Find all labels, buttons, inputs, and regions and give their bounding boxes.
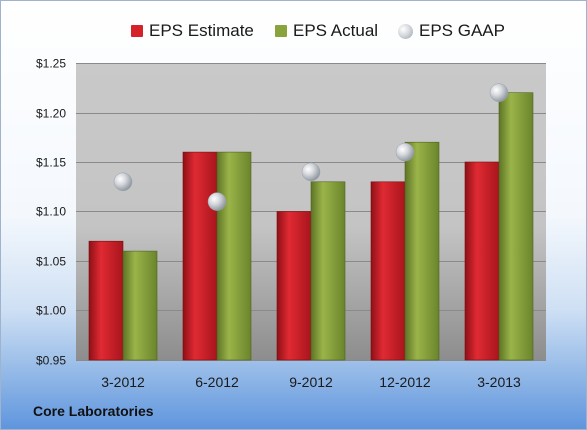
- bar-eps-estimate: [370, 181, 406, 361]
- x-tick-label: 12-2012: [379, 374, 431, 390]
- y-tick-label: $1.15: [36, 156, 66, 170]
- legend-swatch-actual: [275, 25, 287, 37]
- bar-eps-actual: [310, 181, 346, 361]
- marker-eps-gaap: [113, 172, 133, 192]
- marker-eps-gaap: [489, 83, 509, 102]
- legend-item-eps-estimate: EPS Estimate: [131, 19, 254, 43]
- legend-item-eps-gaap: EPS GAAP: [398, 19, 505, 43]
- legend-item-eps-actual: EPS Actual: [275, 19, 378, 43]
- bar-eps-estimate: [464, 161, 500, 361]
- legend-label-actual: EPS Actual: [293, 21, 379, 40]
- bar-layer: [88, 92, 534, 361]
- x-tick-label: 3-2012: [101, 374, 145, 390]
- bar-eps-estimate: [88, 240, 124, 361]
- bar-eps-estimate: [182, 151, 218, 361]
- x-tick-label: 9-2012: [289, 374, 333, 390]
- x-tick-label: 3-2013: [477, 374, 521, 390]
- y-tick-label: $1.05: [36, 255, 66, 269]
- y-tick-label: $1.10: [36, 205, 66, 219]
- bar-eps-estimate: [276, 211, 312, 361]
- y-tick-label: $0.95: [36, 354, 66, 368]
- bar-eps-actual: [404, 141, 440, 361]
- x-tick-label: 6-2012: [195, 374, 239, 390]
- marker-layer: [113, 83, 509, 211]
- legend-label-estimate: EPS Estimate: [149, 21, 254, 40]
- y-tick-label: $1.00: [36, 304, 66, 318]
- bar-eps-actual: [498, 92, 534, 361]
- marker-eps-gaap: [207, 192, 227, 211]
- y-tick-label: $1.20: [36, 107, 66, 121]
- x-axis-ticks: 3-2012 6-2012 9-2012 12-2012 3-2013: [101, 374, 521, 390]
- company-label: Core Laboratories: [33, 403, 154, 419]
- marker-eps-gaap: [301, 162, 321, 182]
- bar-eps-actual: [216, 151, 252, 361]
- legend-swatch-estimate: [131, 25, 143, 37]
- y-tick-label: $1.25: [36, 57, 66, 71]
- legend-label-gaap: EPS GAAP: [419, 21, 505, 40]
- marker-eps-gaap: [395, 142, 415, 162]
- legend-swatch-gaap: [398, 23, 413, 39]
- chart-legend: EPS Estimate EPS Actual EPS GAAP: [1, 19, 586, 43]
- bar-eps-actual: [122, 250, 158, 361]
- y-axis-ticks: $0.95 $1.00 $1.05 $1.10 $1.15 $1.20 $1.25: [36, 57, 66, 368]
